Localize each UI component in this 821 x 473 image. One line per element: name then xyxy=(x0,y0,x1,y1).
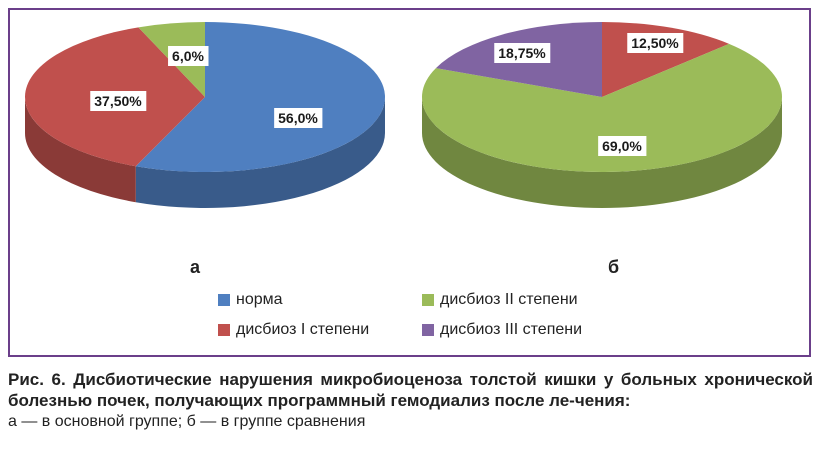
legend-swatch xyxy=(218,324,230,336)
legend-swatch xyxy=(218,294,230,306)
caption-note: а — в основной группе; б — в группе срав… xyxy=(8,413,366,430)
data-label: 69,0% xyxy=(602,138,642,154)
legend-label: дисбиоз III степени xyxy=(440,321,583,338)
data-label: 6,0% xyxy=(172,48,204,64)
legend-item-dysbiosis-3: дисбиоз III степени xyxy=(422,321,582,339)
panel-label-b: б xyxy=(608,257,620,277)
data-label: 37,50% xyxy=(94,93,142,109)
pie-chart-a: 56,0% 37,50% 6,0% xyxy=(24,22,385,208)
caption-title: Рис. 6. Дисбиотические нарушения микроби… xyxy=(8,370,813,410)
data-label-box xyxy=(494,43,551,63)
data-label: 18,75% xyxy=(498,45,546,61)
legend-item-dysbiosis-2: дисбиоз II степени xyxy=(422,291,578,309)
data-label-box xyxy=(274,108,323,128)
pie-side-1 xyxy=(25,97,136,203)
legend-swatch xyxy=(422,324,434,336)
data-label: 12,50% xyxy=(631,35,679,51)
pie-side-0 xyxy=(135,97,385,208)
pie-side-1 xyxy=(422,97,782,208)
data-label-box xyxy=(627,33,684,53)
data-label-box xyxy=(598,136,647,156)
pie-slice-1 xyxy=(421,43,782,173)
data-label-box xyxy=(168,46,209,66)
legend-swatch xyxy=(422,294,434,306)
legend-item-dysbiosis-1: дисбиоз I степени xyxy=(218,321,369,339)
legend-label: дисбиоз I степени xyxy=(236,321,370,338)
pie-slice-0 xyxy=(135,22,385,172)
pie-charts: 56,0% 37,50% 6,0% 12,50% 69,0% 18,75% xyxy=(24,22,782,208)
legend-label: норма xyxy=(236,291,283,308)
data-label-box xyxy=(90,91,147,111)
data-label: 56,0% xyxy=(278,110,318,126)
panel-label-a: а xyxy=(190,257,201,277)
figure-caption: Рис. 6. Дисбиотические нарушения микроби… xyxy=(8,369,813,432)
pie-chart-b: 12,50% 69,0% 18,75% xyxy=(421,22,782,208)
legend-label: дисбиоз II степени xyxy=(440,291,578,308)
legend-item-norma: норма xyxy=(218,291,283,309)
